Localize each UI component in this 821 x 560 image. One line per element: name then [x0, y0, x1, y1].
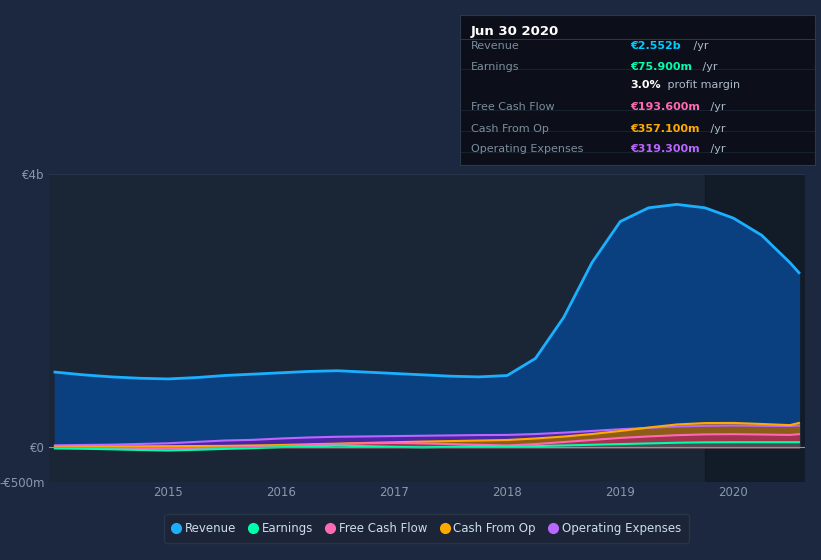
Text: /yr: /yr [707, 102, 726, 113]
Text: Operating Expenses: Operating Expenses [470, 144, 583, 155]
Text: Earnings: Earnings [470, 62, 519, 72]
Text: Free Cash Flow: Free Cash Flow [470, 102, 554, 113]
Text: 3.0%: 3.0% [631, 80, 661, 90]
Text: profit margin: profit margin [664, 80, 741, 90]
Text: /yr: /yr [699, 62, 717, 72]
Text: /yr: /yr [690, 41, 709, 51]
Text: €357.100m: €357.100m [631, 124, 699, 133]
Text: Revenue: Revenue [470, 41, 520, 51]
Text: Cash From Op: Cash From Op [470, 124, 548, 133]
Text: €75.900m: €75.900m [631, 62, 692, 72]
Text: /yr: /yr [707, 124, 726, 133]
Text: €2.552b: €2.552b [631, 41, 681, 51]
Text: €319.300m: €319.300m [631, 144, 700, 155]
Text: /yr: /yr [707, 144, 726, 155]
Text: Jun 30 2020: Jun 30 2020 [470, 26, 559, 39]
Legend: Revenue, Earnings, Free Cash Flow, Cash From Op, Operating Expenses: Revenue, Earnings, Free Cash Flow, Cash … [164, 514, 690, 543]
Bar [705, 174, 810, 482]
Text: €193.600m: €193.600m [631, 102, 700, 113]
